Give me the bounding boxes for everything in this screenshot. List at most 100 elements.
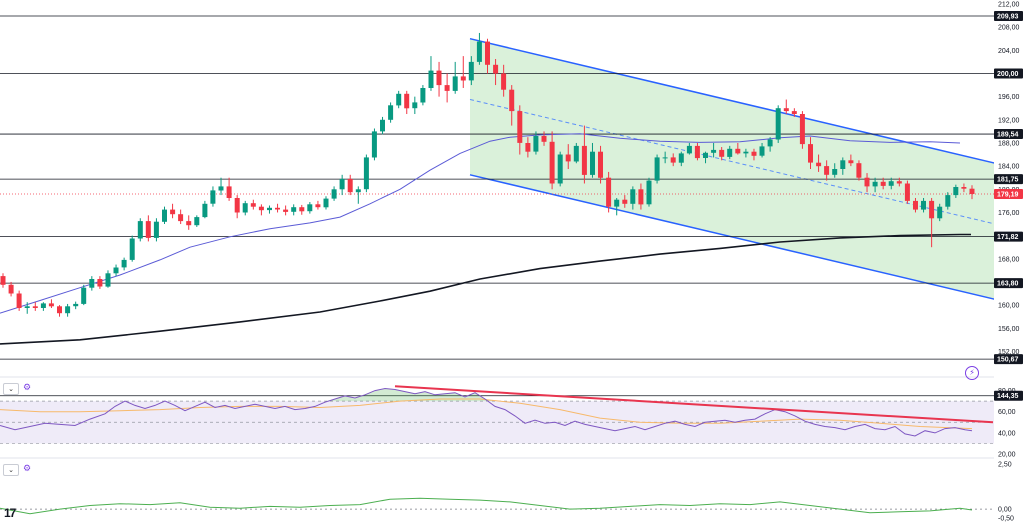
gear-icon[interactable]: ⚙ xyxy=(23,383,32,393)
candle xyxy=(557,151,563,187)
candle xyxy=(872,177,878,193)
chevron-down-icon[interactable]: ⌄ xyxy=(3,464,19,476)
level-badge xyxy=(994,354,1023,365)
candle xyxy=(339,174,345,196)
candle xyxy=(501,64,507,97)
candle xyxy=(517,105,523,155)
candle xyxy=(525,137,531,158)
candle xyxy=(162,206,167,225)
candle xyxy=(234,195,240,219)
candle xyxy=(145,215,151,242)
rsi-tick-label: 40,00 xyxy=(998,430,1016,437)
rsi-trendline xyxy=(394,385,994,424)
rsi-pane[interactable] xyxy=(0,385,1024,459)
macd-tick-label: -0,50 xyxy=(998,516,1014,523)
candle xyxy=(194,215,200,227)
last-price-label: 179,19 xyxy=(997,191,1019,198)
candle xyxy=(452,61,458,94)
candle xyxy=(686,142,692,155)
candle xyxy=(581,125,587,184)
price-axis[interactable]: 212,00 208,00 204,00 200,00 196,00 192,00 188,… xyxy=(994,0,1024,526)
candle xyxy=(113,264,119,277)
candle xyxy=(202,200,208,219)
price-tick-label: 168,00 xyxy=(998,256,1020,263)
candle xyxy=(767,137,773,152)
chevron-down-icon[interactable]: ⌄ xyxy=(3,383,19,395)
candle xyxy=(404,90,410,115)
candle xyxy=(323,196,329,210)
candle xyxy=(711,142,717,158)
tradingview-logo: 17 xyxy=(4,506,16,520)
candle xyxy=(129,235,135,262)
gear-icon[interactable]: ⚙ xyxy=(23,464,32,474)
candle xyxy=(137,218,143,242)
candle xyxy=(258,204,264,216)
level-badge xyxy=(994,278,1023,289)
candle xyxy=(178,209,184,225)
candle xyxy=(727,145,733,160)
candle xyxy=(598,145,603,184)
candle xyxy=(428,56,434,91)
candle xyxy=(783,99,789,115)
candle xyxy=(371,128,377,161)
level-badge xyxy=(994,68,1023,79)
macd-pane[interactable] xyxy=(0,497,994,515)
candle xyxy=(363,154,369,193)
candle xyxy=(678,151,684,167)
candle xyxy=(856,160,862,181)
candle xyxy=(388,102,394,123)
candle xyxy=(48,299,54,308)
candle xyxy=(743,148,749,158)
candle xyxy=(832,163,838,178)
candle xyxy=(57,305,62,317)
candle xyxy=(420,85,426,106)
candle xyxy=(622,195,628,208)
level-badge-label: 144,35 xyxy=(997,393,1019,400)
candle xyxy=(929,197,935,248)
lightning-icon[interactable]: ⚡ xyxy=(965,366,979,380)
candle xyxy=(97,276,103,289)
candle xyxy=(638,183,644,210)
candle xyxy=(880,177,886,190)
candle xyxy=(493,59,499,86)
candle xyxy=(468,56,474,86)
candle xyxy=(485,38,490,74)
candle xyxy=(170,203,176,219)
rsi-tick-label: 60,00 xyxy=(998,409,1016,416)
candle xyxy=(218,177,224,196)
candle xyxy=(32,302,38,311)
level-badge xyxy=(994,174,1023,185)
candle xyxy=(759,142,765,158)
candle xyxy=(549,131,555,190)
candle xyxy=(24,302,30,314)
candle xyxy=(961,183,967,193)
candle xyxy=(476,32,482,65)
candle xyxy=(460,56,466,88)
candle xyxy=(210,186,216,207)
price-tick-label: 204,00 xyxy=(998,48,1020,55)
macd-tick-label: 2,50 xyxy=(998,461,1012,468)
candle xyxy=(816,154,822,172)
level-badge-label: 209,93 xyxy=(997,13,1019,20)
candle xyxy=(824,160,830,181)
candle xyxy=(662,151,668,164)
candle xyxy=(606,171,612,213)
candle xyxy=(380,116,385,135)
candle xyxy=(89,276,95,291)
price-pane[interactable] xyxy=(0,0,1024,397)
candle xyxy=(921,197,926,213)
candle xyxy=(775,105,781,143)
candle xyxy=(267,205,272,214)
price-tick-label: 156,00 xyxy=(998,326,1020,333)
candle xyxy=(355,186,361,204)
price-tick-label: 192,00 xyxy=(998,117,1020,124)
candle xyxy=(412,96,418,115)
candle xyxy=(630,186,636,210)
candle xyxy=(65,303,71,317)
candle xyxy=(888,177,894,190)
price-tick-label: 188,00 xyxy=(998,140,1020,147)
candle xyxy=(590,142,595,178)
candle xyxy=(275,203,280,213)
rsi-line xyxy=(0,387,973,437)
